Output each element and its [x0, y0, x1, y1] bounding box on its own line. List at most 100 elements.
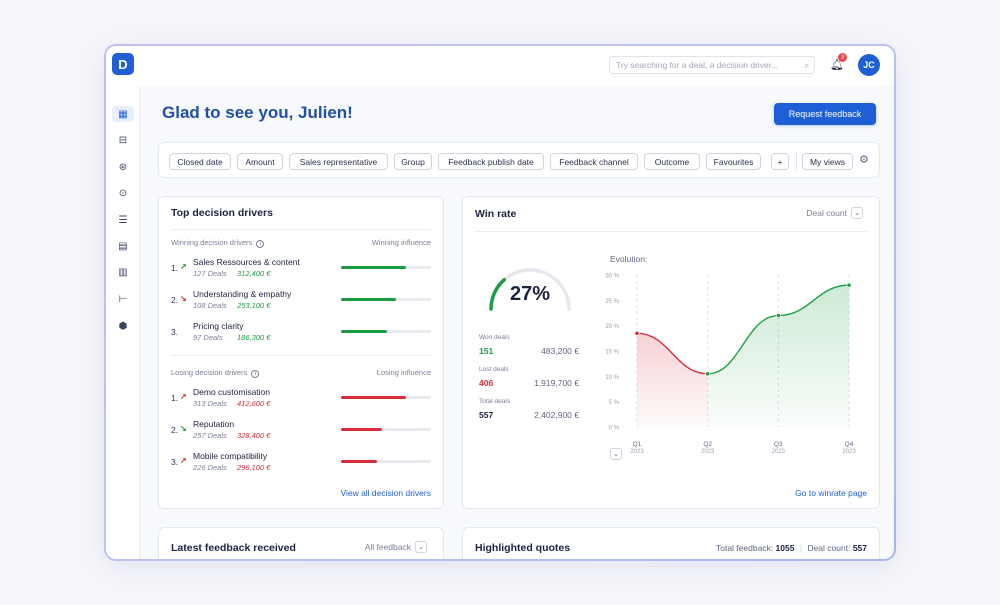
my-views-button[interactable]: My views: [802, 153, 853, 170]
filter-chip[interactable]: Feedback publish date: [438, 153, 544, 170]
chevron-down-icon: ⌄: [610, 448, 622, 460]
target-icon[interactable]: ⊙: [118, 187, 128, 199]
evolution-label: Evolution:: [610, 254, 648, 264]
win-rate-gauge: [489, 268, 571, 311]
x-tick-year: 2023: [772, 449, 786, 455]
driver-amount: 186,300 €: [237, 333, 271, 342]
separator: |: [799, 543, 803, 553]
info-icon[interactable]: i: [251, 370, 260, 378]
lost-deals-stat: Lost deals 406 1,919,700 €: [479, 366, 579, 388]
driver-row[interactable]: 2. ↘ Understanding & empathy 108 Deals 253,1…: [171, 289, 433, 317]
y-tick-label: 20 %: [605, 324, 619, 330]
search-icon: ⌕: [804, 59, 810, 70]
win-rate-card: Win rate Deal count ⌄ 27% Won deals 151 4…: [462, 196, 880, 509]
separator: [796, 153, 797, 170]
deal-count-summary-label: Deal count:: [807, 543, 851, 553]
lost-amount: 1,919,700 €: [534, 378, 579, 388]
evolution-chart: 0 %5 %10 %15 %20 %25 %30 %Q12023Q22023Q3…: [605, 274, 856, 456]
data-point: [775, 312, 781, 319]
deal-count-dropdown[interactable]: Deal count ⌄: [806, 207, 863, 219]
divider: [171, 355, 431, 356]
avatar[interactable]: JC: [858, 54, 880, 76]
total-amount: 2,402,900 €: [534, 410, 579, 420]
checklist-icon[interactable]: ☰: [118, 214, 128, 226]
driver-row[interactable]: 1. ↗ Sales Ressources & content 127 Deals 31…: [171, 257, 433, 285]
total-feedback-value: 1055: [775, 543, 795, 553]
document-icon[interactable]: ▤: [118, 240, 128, 252]
request-feedback-button[interactable]: Request feedback: [774, 103, 876, 125]
driver-deals: 108 Deals: [193, 301, 227, 310]
driver-amount: 312,400 €: [237, 269, 271, 278]
app-logo[interactable]: D: [112, 53, 134, 75]
latest-feedback-card: Latest feedback received All feedback ⌄: [158, 527, 444, 559]
won-count: 151: [479, 346, 494, 356]
filter-chip[interactable]: Feedback channel: [550, 153, 638, 170]
gear-icon[interactable]: ⚙: [859, 154, 869, 166]
driver-row[interactable]: 3. ↗ Mobile compatibility 226 Deals 296,100 …: [171, 451, 433, 479]
influence-bar: [341, 298, 431, 301]
chart-collapse-toggle[interactable]: ⌄: [610, 448, 622, 460]
highlighted-quotes-title: Highlighted quotes: [475, 542, 571, 554]
x-tick-label: Q2: [703, 441, 712, 448]
y-tick-label: 5 %: [609, 400, 620, 406]
lost-label: Lost deals: [479, 366, 509, 373]
data-point: [634, 330, 640, 336]
filter-chip[interactable]: Closed date: [169, 153, 231, 170]
rise-area: [707, 285, 849, 427]
decision-drivers-card: Top decision drivers Winning decision dr…: [158, 196, 444, 509]
driver-rank: 2.: [171, 295, 179, 305]
hierarchy-icon[interactable]: ⊢: [118, 293, 128, 305]
winning-label: Winning decision drivers: [171, 238, 253, 247]
y-tick-label: 25 %: [605, 299, 619, 305]
view-all-drivers-link[interactable]: View all decision drivers: [340, 488, 431, 498]
filter-chip[interactable]: Amount: [237, 153, 283, 170]
add-filter-button[interactable]: +: [771, 153, 789, 170]
decline-line: [636, 332, 708, 375]
trend-down-icon: ↘: [180, 294, 187, 303]
driver-row[interactable]: 1. ↗ Demo customisation 313 Deals 412,600 €: [171, 387, 433, 415]
decline-area: [637, 333, 708, 427]
report-icon[interactable]: ▥: [118, 266, 128, 278]
inbox-icon[interactable]: ⊟: [118, 134, 128, 146]
losing-influence-label: Losing influence: [376, 368, 431, 377]
x-tick-label: Q4: [845, 441, 854, 448]
lost-count: 406: [479, 378, 494, 388]
won-amount: 483,200 €: [541, 346, 579, 356]
y-tick-label: 10 %: [605, 375, 619, 381]
won-deals-stat: Won deals 151 483,200 €: [479, 334, 579, 356]
driver-deals: 257 Deals: [193, 431, 227, 440]
search-input[interactable]: Try searching for a deal, a decision dri…: [609, 56, 815, 74]
driver-row[interactable]: 2. ↘ Reputation 257 Deals 328,400 €: [171, 419, 433, 447]
influence-bar: [341, 396, 431, 399]
driver-rank: 1.: [171, 263, 179, 273]
x-tick-year: 2023: [842, 449, 856, 455]
influence-bar: [341, 428, 431, 431]
notification-badge: 3: [838, 53, 847, 62]
divider: [171, 229, 431, 230]
driver-row[interactable]: 3. Pricing clarity 97 Deals 186,300 €: [171, 321, 433, 349]
total-feedback-label: Total feedback:: [715, 543, 774, 553]
filter-chip[interactable]: Group: [394, 153, 432, 170]
bell-icon[interactable]: 🔔︎: [830, 59, 844, 71]
driver-rank: 2.: [171, 425, 179, 435]
driver-amount: 328,400 €: [237, 431, 271, 440]
network-icon[interactable]: ⊛: [118, 161, 128, 173]
dashboard-icon[interactable]: ▦: [112, 106, 134, 122]
driver-name: Demo customisation: [193, 387, 271, 397]
filter-chip[interactable]: Favourites: [706, 153, 761, 170]
cube-icon[interactable]: ⬢: [118, 320, 128, 332]
filter-bar: ⚙ Closed date Amount Sales representative G…: [158, 142, 880, 178]
info-icon[interactable]: i: [256, 240, 265, 248]
feedback-filter-dropdown[interactable]: All feedback ⌄: [365, 541, 427, 553]
filter-chip[interactable]: Outcome: [644, 153, 700, 170]
driver-rank: 1.: [171, 393, 179, 403]
latest-feedback-title: Latest feedback received: [171, 542, 296, 554]
winrate-page-link[interactable]: Go to winrate page: [795, 488, 867, 498]
influence-fill: [341, 428, 383, 431]
filter-chip[interactable]: Sales representative: [289, 153, 388, 170]
y-tick-label: 30 %: [605, 274, 619, 280]
drivers-title: Top decision drivers: [171, 207, 273, 219]
driver-deals: 226 Deals: [193, 463, 227, 472]
influence-bar: [341, 266, 431, 269]
won-label: Won deals: [479, 334, 510, 341]
